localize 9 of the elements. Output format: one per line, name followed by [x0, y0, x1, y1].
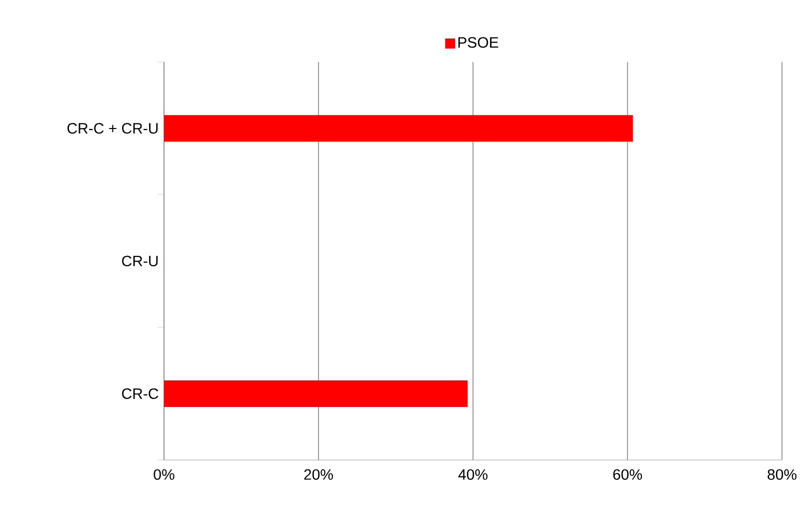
- y-tick-label: CR-C + CR-U: [67, 123, 158, 134]
- legend-label: PSOE: [458, 37, 498, 48]
- y-tick-label: CR-C: [122, 388, 158, 399]
- x-tick-label: 0%: [154, 469, 174, 480]
- x-tick-label: 40%: [458, 469, 488, 480]
- x-tick-label: 20%: [304, 469, 333, 480]
- y-tick-label: CR-U: [122, 256, 158, 266]
- x-tick-label: 60%: [613, 469, 642, 480]
- x-tick-label: 80%: [768, 469, 796, 480]
